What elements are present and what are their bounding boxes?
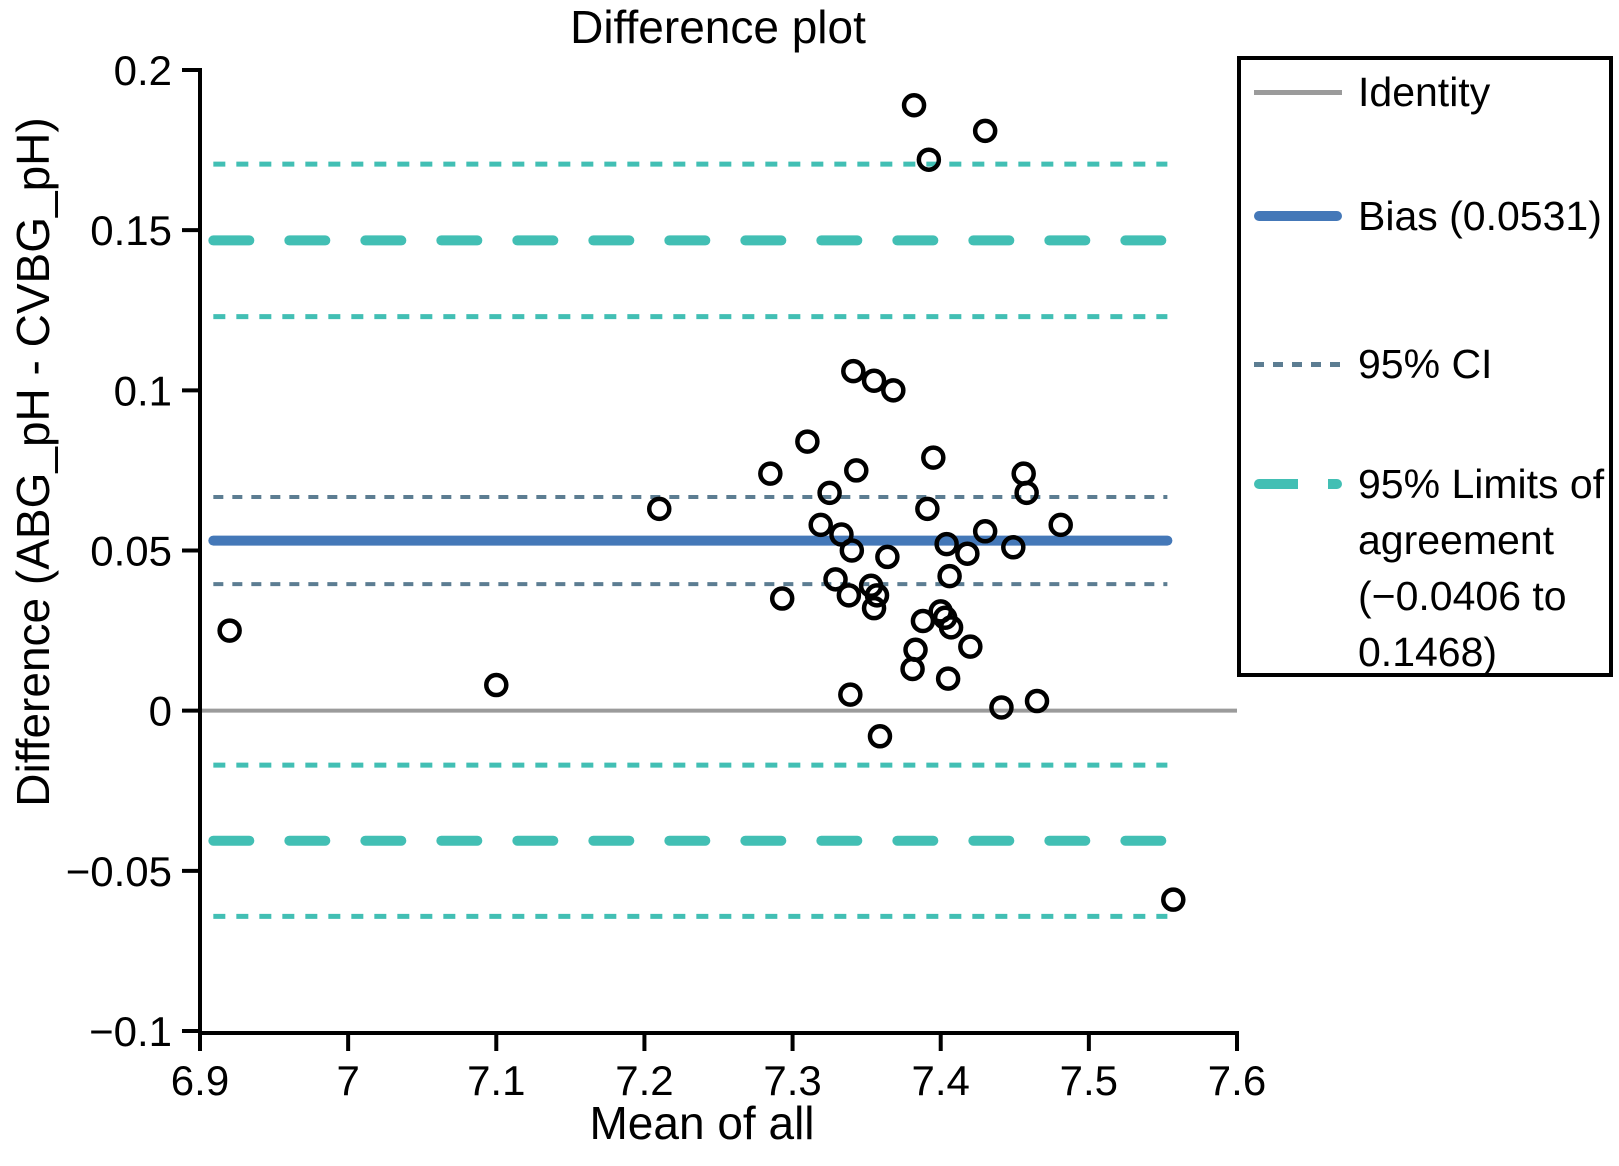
y-tick-label: 0	[149, 688, 172, 735]
data-point	[958, 634, 983, 659]
data-point	[989, 695, 1014, 720]
x-axis-label: Mean of all	[589, 1097, 815, 1149]
identity-line-swatch	[1254, 90, 1342, 95]
legend-item-identity: Identity	[1254, 64, 1616, 120]
data-point	[823, 567, 848, 592]
data-point	[817, 480, 842, 506]
data-point	[841, 358, 866, 384]
data-point	[646, 496, 672, 522]
data-point	[867, 724, 893, 749]
bias-line-swatch	[1254, 211, 1342, 221]
data-point	[1161, 887, 1186, 912]
data-point	[795, 429, 820, 454]
data-point	[972, 519, 998, 544]
data-point	[1024, 688, 1050, 714]
data-point	[838, 682, 863, 707]
data-point	[972, 118, 998, 144]
data-point	[1011, 461, 1036, 486]
y-axis-label: Difference (ABG_pH - CVBG_pH)	[7, 117, 59, 807]
y-tick-label: 0.1	[114, 367, 172, 414]
data-point	[934, 531, 959, 557]
data-point	[836, 583, 862, 608]
data-point	[758, 461, 783, 486]
x-tick-label: 6.9	[171, 1057, 229, 1104]
data-point	[935, 666, 961, 691]
y-tick-label: 0.2	[114, 47, 172, 94]
data-point	[217, 618, 242, 643]
x-tick-label: 7.5	[1060, 1057, 1118, 1104]
data-point	[921, 445, 946, 470]
data-point	[839, 538, 865, 563]
legend-item-bias: Bias (0.0531)	[1254, 188, 1616, 244]
data-point	[861, 368, 887, 393]
data-point	[861, 595, 887, 621]
legend-item-loa: 95% Limits of agreement (−0.0406 to 0.14…	[1254, 456, 1616, 680]
x-tick-label: 7.3	[763, 1057, 821, 1104]
data-point	[938, 615, 964, 640]
y-tick-label: 0.05	[90, 528, 172, 575]
legend-label-loa: 95% Limits of agreement (−0.0406 to 0.14…	[1358, 461, 1605, 675]
data-point	[910, 608, 936, 634]
legend-box: Identity Bias (0.0531) 95% CI 95% Limits…	[1237, 56, 1613, 677]
x-tick-label: 7.2	[615, 1057, 673, 1104]
data-point	[937, 563, 962, 589]
data-point	[864, 583, 890, 608]
data-point	[769, 586, 795, 611]
y-tick-label: 0.15	[90, 207, 172, 254]
data-point	[1048, 512, 1073, 538]
legend-label-ci: 95% CI	[1358, 341, 1493, 387]
y-tick-label: −0.05	[66, 848, 172, 895]
data-point	[955, 541, 980, 566]
data-point	[915, 496, 940, 522]
data-point	[484, 672, 509, 698]
data-point	[881, 378, 906, 403]
x-tick-label: 7.6	[1208, 1057, 1266, 1104]
data-point	[808, 512, 833, 538]
data-point	[844, 458, 869, 483]
x-tick-label: 7	[336, 1057, 359, 1104]
data-point	[1001, 535, 1026, 560]
loa-line-swatch	[1254, 479, 1342, 489]
y-tick-label: −0.1	[89, 1008, 172, 1055]
data-point	[903, 637, 928, 663]
data-point	[900, 656, 925, 682]
ci-line-swatch	[1254, 362, 1342, 367]
legend-label-identity: Identity	[1358, 69, 1491, 115]
data-point	[875, 544, 900, 570]
x-tick-label: 7.1	[467, 1057, 525, 1104]
data-point	[901, 92, 927, 118]
chart-title: Difference plot	[570, 1, 866, 53]
legend-label-bias: Bias (0.0531)	[1358, 193, 1602, 239]
data-point	[1014, 480, 1039, 506]
legend-item-ci: 95% CI	[1254, 336, 1616, 392]
x-tick-label: 7.4	[912, 1057, 970, 1104]
data-point	[916, 147, 942, 172]
